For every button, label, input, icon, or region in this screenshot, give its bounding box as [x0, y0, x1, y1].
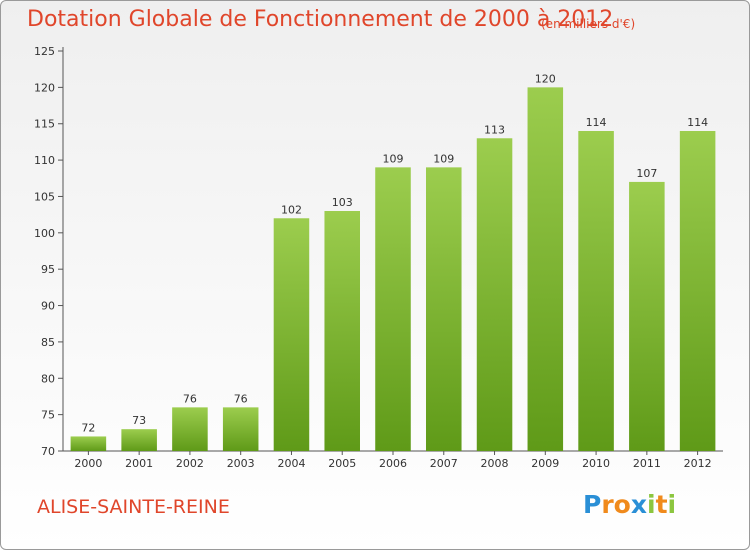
data-label: 76: [234, 392, 248, 405]
data-label: 114: [687, 116, 708, 129]
x-tick-label: 2005: [328, 457, 356, 470]
y-tick-label: 120: [34, 81, 55, 94]
y-tick-label: 95: [41, 263, 55, 276]
x-tick-label: 2012: [684, 457, 712, 470]
x-tick-label: 2011: [633, 457, 661, 470]
bar: [324, 211, 360, 451]
commune-name: ALISE-SAINTE-REINE: [37, 496, 230, 518]
bar: [476, 138, 513, 452]
bar: [273, 218, 310, 451]
bar: [679, 131, 716, 451]
y-tick-label: 90: [41, 300, 55, 313]
y-tick-label: 75: [41, 409, 55, 422]
y-tick-label: 105: [34, 190, 55, 203]
x-tick-label: 2003: [227, 457, 255, 470]
data-label: 113: [484, 123, 505, 136]
bar: [222, 407, 259, 451]
logo-letter: i: [667, 490, 677, 519]
bar: [172, 407, 208, 451]
y-tick-label: 125: [34, 45, 55, 58]
y-tick-label: 70: [41, 445, 55, 458]
x-tick-label: 2006: [379, 457, 407, 470]
x-tick-label: 2010: [582, 457, 610, 470]
logo-letter: x: [630, 490, 647, 519]
logo-letter: r: [601, 490, 614, 519]
data-label: 120: [535, 72, 556, 85]
y-tick-label: 85: [41, 336, 55, 349]
bar: [527, 87, 564, 451]
data-label: 73: [132, 414, 146, 427]
data-label: 109: [433, 152, 454, 165]
proxiti-logo: Proxiti: [583, 490, 676, 519]
x-tick-label: 2008: [481, 457, 509, 470]
data-label: 107: [636, 167, 657, 180]
x-tick-label: 2009: [531, 457, 559, 470]
y-tick-label: 80: [41, 372, 55, 385]
logo-letter: t: [655, 490, 668, 519]
bar: [375, 167, 411, 451]
y-tick-label: 100: [34, 227, 55, 240]
data-label: 109: [383, 152, 404, 165]
logo-letter: P: [583, 490, 602, 519]
logo-letter: o: [613, 490, 631, 519]
data-label: 76: [183, 392, 197, 405]
bar: [578, 131, 614, 451]
x-tick-label: 2004: [277, 457, 305, 470]
x-tick-label: 2001: [125, 457, 153, 470]
bar: [70, 436, 107, 451]
data-label: 103: [332, 196, 353, 209]
chart-subtitle: (en milliers d'€): [541, 17, 636, 31]
data-label: 102: [281, 203, 302, 216]
chart-title: Dotation Globale de Fonctionnement de 20…: [27, 7, 614, 32]
y-tick-label: 110: [34, 154, 55, 167]
x-tick-label: 2000: [74, 457, 102, 470]
bar: [426, 167, 462, 451]
bar: [121, 429, 157, 451]
y-tick-label: 115: [34, 118, 55, 131]
x-tick-label: 2007: [430, 457, 458, 470]
data-label: 114: [586, 116, 607, 129]
logo-letter: i: [647, 490, 656, 519]
data-label: 72: [81, 421, 95, 434]
bar: [629, 181, 665, 451]
x-tick-label: 2002: [176, 457, 204, 470]
